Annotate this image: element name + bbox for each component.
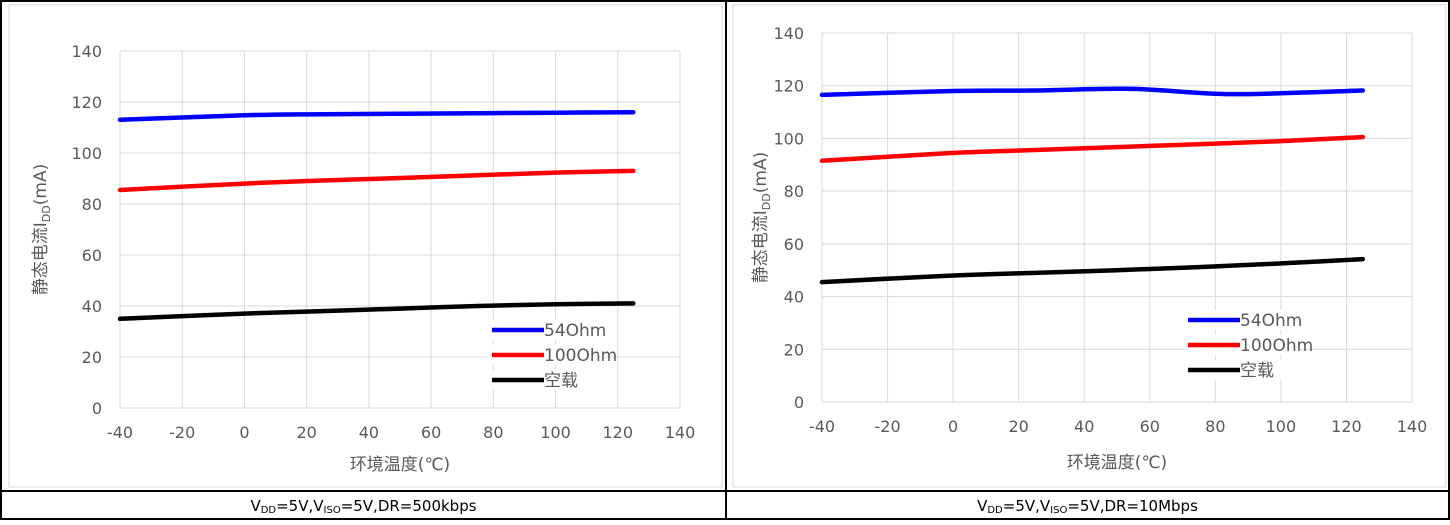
legend-background	[488, 370, 604, 390]
legend-background	[1184, 335, 1300, 355]
chart-panel-left: -40 -20 0 20 40 60 80 100 120 140 0 20 40 60 80 100 120 1…	[8, 4, 723, 488]
legend-background	[1184, 360, 1300, 380]
legend-label: 100Ohm	[1240, 336, 1313, 356]
y-tick-label: 100	[773, 129, 804, 148]
x-tick-label: -20	[874, 417, 900, 436]
caption-right-part: ISO	[1050, 505, 1068, 516]
y-tick-label: 0	[794, 393, 804, 412]
caption-left-part: V	[250, 497, 261, 515]
x-tick-label: 140	[1397, 417, 1428, 436]
caption-left-part: =5V,V	[276, 497, 324, 515]
y-tick-label: 120	[773, 77, 804, 96]
table-border-left	[0, 0, 2, 520]
x-tick-label: -20	[169, 423, 195, 442]
x-tick-label: -40	[107, 423, 133, 442]
x-tick-label: 80	[483, 423, 503, 442]
x-tick-label: 100	[540, 423, 571, 442]
legend-background	[488, 320, 604, 340]
series-line-54Ohm	[117, 109, 636, 123]
caption-right-part: =5V,DR=10Mbps	[1067, 497, 1198, 515]
y-axis-title: 静态电流IDD(mA)	[751, 152, 773, 283]
y-tick-label: 60	[784, 235, 804, 254]
x-tick-label: 20	[296, 423, 316, 442]
table-border-right	[1448, 0, 1450, 520]
x-tick-label: 120	[1331, 417, 1362, 436]
legend-label: 空载	[544, 371, 578, 391]
series-line-100Ohm	[819, 134, 1366, 164]
y-tick-label: 80	[784, 182, 804, 201]
y-tick-label: 140	[773, 24, 804, 43]
y-tick-label: 100	[71, 144, 102, 163]
x-tick-label: 40	[1074, 417, 1094, 436]
caption-left-part: ISO	[323, 505, 341, 516]
series-line-100Ohm	[117, 168, 636, 193]
y-tick-label: 120	[71, 93, 102, 112]
x-tick-label: 140	[665, 423, 696, 442]
chart-left: -40 -20 0 20 40 60 80 100 120 140 0 20 40 60 80 100 120 1…	[8, 4, 723, 488]
y-tick-label: 80	[82, 195, 102, 214]
x-axis-title: 环境温度(℃)	[1067, 453, 1167, 473]
x-tick-label: 0	[948, 417, 958, 436]
table-border-center	[725, 0, 727, 520]
y-axis-title-part: DD	[760, 193, 773, 210]
x-tick-label: 80	[1205, 417, 1225, 436]
chart-panel-right: -40 -20 0 20 40 60 80 100 120 140 0 20 40 60 80 100 120 1…	[732, 4, 1447, 488]
y-tick-label: 140	[71, 42, 102, 61]
caption-right-part: V	[977, 497, 988, 515]
chart-area-border	[732, 4, 1447, 488]
y-axis-title-part: 静态电流I	[751, 210, 771, 283]
caption-right-part: =5V,V	[1002, 497, 1051, 515]
y-tick-label: 20	[82, 348, 102, 367]
chart-right: -40 -20 0 20 40 60 80 100 120 140 0 20 40 60 80 100 120 1…	[732, 4, 1447, 488]
y-tick-label: 40	[82, 297, 102, 316]
legend-background	[488, 345, 604, 365]
y-axis-title-part: 静态电流I	[31, 222, 51, 295]
x-tick-label: 0	[239, 423, 249, 442]
caption-right: VDD=5V,VISO=5V,DR=10Mbps	[727, 492, 1448, 520]
chart-area-border	[8, 4, 723, 488]
legend-label: 54Ohm	[1240, 311, 1302, 331]
y-axis-title-part: DD	[40, 205, 53, 222]
y-tick-label: 0	[92, 399, 102, 418]
legend-label: 100Ohm	[544, 346, 617, 366]
caption-right-part: DD	[987, 505, 1003, 516]
x-axis-title: 环境温度(℃)	[350, 455, 450, 475]
legend-label: 54Ohm	[544, 321, 606, 341]
series-line-54Ohm	[819, 86, 1366, 98]
x-tick-label: 100	[1266, 417, 1297, 436]
y-tick-label: 60	[82, 246, 102, 265]
x-tick-label: -40	[809, 417, 835, 436]
x-tick-label: 60	[1140, 417, 1160, 436]
legend-background	[1184, 310, 1300, 330]
x-tick-label: 40	[359, 423, 379, 442]
series-line-空载	[819, 256, 1366, 285]
x-tick-label: 20	[1008, 417, 1028, 436]
y-tick-label: 20	[784, 340, 804, 359]
y-axis-title-part: (mA)	[751, 152, 771, 193]
series-line-空载	[117, 301, 636, 322]
y-tick-label: 40	[784, 288, 804, 307]
legend-label: 空载	[1240, 361, 1274, 381]
caption-left: VDD=5V,VISO=5V,DR=500kbps	[2, 492, 725, 520]
x-tick-label: 120	[603, 423, 634, 442]
x-tick-label: 60	[421, 423, 441, 442]
caption-left-part: DD	[260, 505, 277, 516]
caption-left-part: =5V,DR=500kbps	[340, 497, 477, 515]
y-axis-title-part: (mA)	[31, 164, 51, 205]
y-axis-title: 静态电流IDD(mA)	[31, 164, 53, 295]
